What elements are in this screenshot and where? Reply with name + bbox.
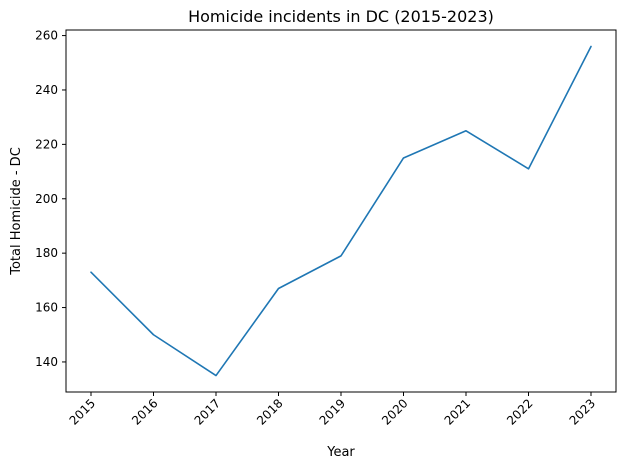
y-axis-label: Total Homicide - DC	[9, 147, 24, 276]
plot-area-border	[65, 29, 617, 393]
x-axis-label: Year	[326, 445, 355, 460]
x-tick-label: 2023	[567, 396, 598, 427]
x-tick-label: 2017	[192, 396, 223, 427]
y-tick-label: 180	[35, 246, 58, 260]
series-line	[90, 45, 592, 377]
y-tick-label: 160	[35, 301, 58, 315]
x-axis-ticks: 2015 2016 2017 2018 2019 2020 2021 2022 2023	[67, 392, 598, 428]
y-tick-label: 140	[35, 355, 58, 369]
x-tick-label: 2021	[442, 396, 473, 427]
x-tick-label: 2019	[317, 396, 348, 427]
y-tick-label: 240	[35, 83, 58, 97]
y-tick-label: 200	[35, 192, 58, 206]
y-tick-label: 220	[35, 137, 58, 151]
y-axis-ticks: 140 160 180 200 220 240 260	[35, 29, 66, 369]
chart-title: Homicide incidents in DC (2015-2023)	[188, 7, 494, 26]
x-tick-label: 2022	[504, 396, 535, 427]
x-tick-label: 2018	[254, 396, 285, 427]
x-tick-label: 2015	[67, 396, 98, 427]
x-tick-label: 2020	[379, 396, 410, 427]
data-series	[90, 45, 592, 377]
y-tick-label: 260	[35, 29, 58, 43]
x-tick-label: 2016	[129, 396, 160, 427]
